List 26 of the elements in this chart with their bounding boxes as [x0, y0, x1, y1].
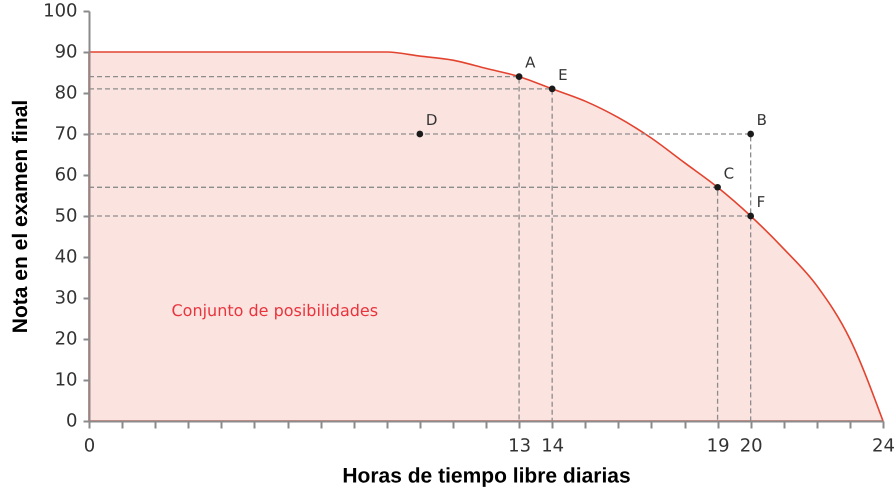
- y-tick-label: 30: [54, 288, 78, 308]
- x-tick-label: 13: [508, 436, 532, 456]
- y-tick-label: 10: [54, 370, 78, 390]
- y-tick-label: 70: [54, 124, 78, 144]
- annotation: Conjunto de posibilidades: [172, 301, 378, 320]
- y-tick-label: 90: [54, 42, 78, 62]
- x-tick-label: 0: [84, 436, 96, 456]
- annotation: C: [724, 164, 734, 182]
- annotation: B: [756, 111, 767, 129]
- annotation: D: [426, 111, 438, 129]
- y-axis-title: Nota en el examen final: [9, 100, 32, 334]
- y-tick-label: 20: [54, 328, 78, 350]
- x-tick-label: 14: [541, 436, 564, 456]
- y-tick-label: 100: [43, 0, 78, 22]
- y-tick-label: 40: [54, 246, 78, 268]
- x-axis-title: Horas de tiempo libre diarias: [342, 464, 631, 488]
- y-tick-label: 0: [66, 410, 78, 432]
- y-tick-label: 60: [54, 164, 78, 186]
- y-tick-label: 50: [54, 206, 78, 226]
- x-tick-label: 19: [706, 436, 730, 456]
- annotation: F: [756, 193, 766, 211]
- x-tick-label: 20: [740, 436, 763, 456]
- x-tick-label: 24: [872, 436, 895, 456]
- y-tick-label: 80: [54, 82, 78, 104]
- annotation: A: [525, 54, 536, 72]
- annotation: E: [558, 66, 568, 84]
